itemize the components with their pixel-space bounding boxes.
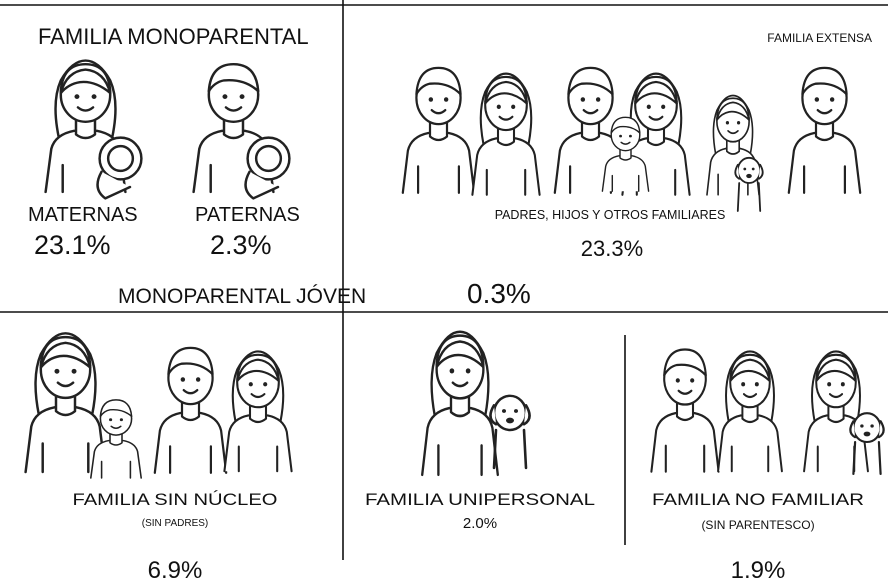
label: PATERNAS <box>195 204 300 226</box>
icon-extended-family <box>403 68 860 211</box>
percent: 2.0% <box>463 515 497 532</box>
note: (SIN PARENTESCO) <box>701 518 814 532</box>
label: MONOPARENTAL JÓVEN <box>118 285 366 308</box>
label: FAMILIA SIN NÚCLEO <box>73 490 278 509</box>
icon-single-person <box>422 332 529 475</box>
infographic: FAMILIA MONOPARENTAL FAMILIA EXTENSA MAT… <box>0 0 888 583</box>
percent: 0.3% <box>467 278 531 309</box>
section-title: FAMILIA EXTENSA <box>767 31 872 45</box>
icon-father <box>194 64 290 198</box>
section-title: FAMILIA MONOPARENTAL <box>38 24 309 49</box>
note: (SIN PADRES) <box>142 518 209 529</box>
label: FAMILIA UNIPERSONAL <box>365 490 595 509</box>
percent: 1.9% <box>731 557 786 583</box>
percent: 23.1% <box>34 230 111 260</box>
label: MATERNAS <box>28 204 138 226</box>
label: PADRES, HIJOS Y OTROS FAMILIARES <box>495 208 726 222</box>
icon-no-parents <box>26 333 292 478</box>
icon-mother <box>46 61 142 199</box>
percent: 2.3% <box>210 230 272 260</box>
icon-non-family <box>651 349 883 474</box>
label: FAMILIA NO FAMILIAR <box>652 490 864 509</box>
percent: 6.9% <box>148 557 203 583</box>
percent: 23.3% <box>581 236 643 261</box>
